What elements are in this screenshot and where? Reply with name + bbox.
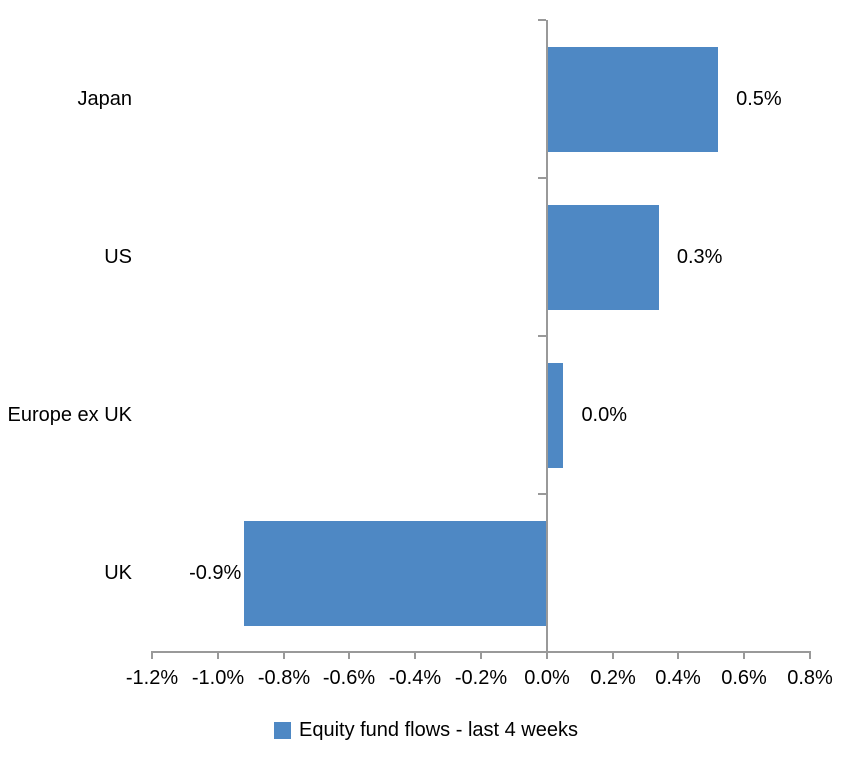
x-axis-tick-label: -0.4% bbox=[388, 667, 442, 689]
category-boundary-tick bbox=[538, 19, 546, 21]
x-axis-tick-label: -1.0% bbox=[191, 667, 245, 689]
data-label: -0.9% bbox=[189, 561, 242, 584]
bar-japan bbox=[547, 46, 719, 152]
legend-swatch-icon bbox=[273, 721, 291, 739]
x-axis-tick-label: -0.2% bbox=[454, 667, 508, 689]
x-axis-tick-label: -1.2% bbox=[125, 667, 179, 689]
x-axis-tick bbox=[546, 652, 548, 659]
x-axis-tick bbox=[283, 652, 285, 659]
x-axis-tick-label: 0.0% bbox=[524, 667, 570, 689]
category-boundary-tick bbox=[538, 177, 546, 179]
bar-us bbox=[547, 204, 659, 310]
x-axis-tick bbox=[677, 652, 679, 659]
x-axis-tick-label: 0.4% bbox=[655, 667, 701, 689]
x-axis-tick bbox=[743, 652, 745, 659]
x-axis-tick bbox=[151, 652, 153, 659]
x-axis-tick bbox=[809, 652, 811, 659]
data-label: 0.3% bbox=[676, 245, 723, 268]
x-axis-tick-label: 0.6% bbox=[721, 667, 767, 689]
x-axis-tick bbox=[480, 652, 482, 659]
legend: Equity fund flows - last 4 weeks bbox=[0, 714, 852, 746]
x-axis-tick bbox=[348, 652, 350, 659]
x-axis-tick-label: -0.8% bbox=[257, 667, 311, 689]
data-label: 0.0% bbox=[581, 403, 628, 426]
bar-europe-ex-uk bbox=[547, 362, 564, 468]
category-boundary-tick bbox=[538, 493, 546, 495]
bar-uk bbox=[244, 520, 547, 626]
category-boundary-tick bbox=[538, 335, 546, 337]
x-axis-tick-label: 0.2% bbox=[590, 667, 636, 689]
category-label: Japan bbox=[77, 87, 133, 110]
zero-axis-line bbox=[546, 20, 548, 653]
category-label: UK bbox=[104, 561, 132, 584]
x-axis-tick-label: -0.6% bbox=[322, 667, 376, 689]
legend-label: Equity fund flows - last 4 weeks bbox=[298, 718, 578, 741]
category-label: US bbox=[104, 245, 132, 268]
data-label: 0.5% bbox=[736, 87, 782, 110]
x-axis-tick-label: 0.8% bbox=[787, 667, 833, 689]
category-label: Europe ex UK bbox=[7, 403, 132, 426]
x-axis-tick bbox=[612, 652, 614, 659]
x-axis-tick bbox=[217, 652, 219, 659]
x-axis-tick bbox=[414, 652, 416, 659]
